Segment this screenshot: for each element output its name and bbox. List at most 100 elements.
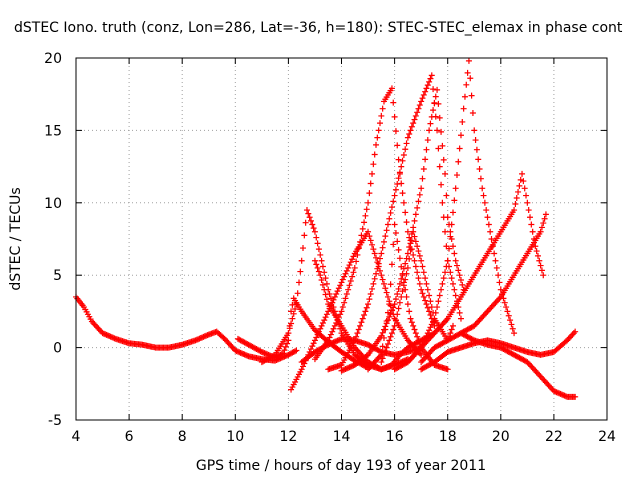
data-point bbox=[392, 317, 399, 324]
data-point bbox=[484, 214, 491, 221]
y-tick-label: 20 bbox=[44, 51, 62, 67]
x-tick-label: 8 bbox=[178, 429, 187, 445]
data-point bbox=[497, 286, 504, 293]
data-point bbox=[394, 291, 401, 298]
data-point bbox=[396, 255, 403, 262]
data-point bbox=[426, 127, 433, 134]
data-point bbox=[346, 282, 353, 289]
data-point bbox=[298, 257, 305, 264]
data-point bbox=[318, 277, 325, 284]
data-point bbox=[503, 304, 510, 311]
data-point bbox=[383, 289, 390, 296]
data-point bbox=[434, 127, 441, 134]
y-tick-label: 10 bbox=[44, 196, 62, 212]
data-point bbox=[414, 109, 421, 116]
data-point bbox=[382, 233, 389, 240]
data-point bbox=[315, 328, 322, 335]
data-point bbox=[369, 285, 376, 292]
data-point bbox=[298, 366, 305, 373]
data-point bbox=[412, 238, 419, 245]
data-point bbox=[523, 192, 530, 199]
data-point bbox=[355, 245, 362, 252]
data-point bbox=[406, 255, 413, 262]
data-point bbox=[281, 347, 288, 354]
data-point bbox=[334, 317, 341, 324]
data-point bbox=[416, 191, 423, 198]
data-point bbox=[524, 199, 531, 206]
data-point bbox=[416, 280, 423, 287]
data-point bbox=[439, 199, 446, 206]
data-point bbox=[399, 157, 406, 164]
data-point bbox=[370, 246, 377, 253]
data-point bbox=[327, 331, 334, 338]
data-point bbox=[311, 228, 318, 235]
data-point bbox=[388, 330, 395, 337]
data-point bbox=[294, 290, 301, 297]
data-point bbox=[341, 273, 348, 280]
data-point bbox=[477, 175, 484, 182]
data-point bbox=[430, 318, 437, 325]
data-point bbox=[448, 326, 455, 333]
data-point bbox=[378, 359, 385, 366]
data-point bbox=[349, 256, 356, 263]
data-point bbox=[415, 198, 422, 205]
data-point bbox=[398, 275, 405, 282]
data-point bbox=[350, 269, 357, 276]
data-point bbox=[402, 260, 409, 267]
data-point bbox=[282, 343, 289, 350]
chart-title: dSTEC Iono. truth (conz, Lon=286, Lat=-3… bbox=[14, 20, 623, 36]
data-point bbox=[343, 267, 350, 274]
data-point bbox=[472, 137, 479, 144]
data-point bbox=[442, 228, 449, 235]
data-point bbox=[345, 286, 352, 293]
data-point bbox=[428, 113, 435, 120]
data-point bbox=[457, 277, 464, 284]
data-point bbox=[285, 337, 292, 344]
data-point bbox=[315, 268, 322, 275]
data-point bbox=[278, 351, 285, 358]
data-point bbox=[362, 212, 369, 219]
data-point bbox=[465, 57, 472, 64]
data-point bbox=[428, 321, 435, 328]
data-point bbox=[319, 319, 326, 326]
data-point bbox=[529, 228, 536, 235]
data-point bbox=[542, 211, 549, 218]
data-point bbox=[513, 194, 520, 201]
data-point bbox=[318, 322, 325, 329]
data-point bbox=[288, 320, 295, 327]
data-point bbox=[540, 272, 547, 279]
data-point bbox=[386, 215, 393, 222]
data-point bbox=[411, 233, 418, 240]
data-series-7 bbox=[311, 85, 438, 363]
data-point bbox=[418, 286, 425, 293]
data-point bbox=[379, 343, 386, 350]
data-point bbox=[438, 286, 445, 293]
data-point bbox=[406, 234, 413, 241]
x-tick-label: 12 bbox=[279, 429, 297, 445]
data-point bbox=[301, 232, 308, 239]
data-point bbox=[366, 190, 373, 197]
data-point bbox=[451, 197, 458, 204]
data-point bbox=[517, 176, 524, 183]
data-point bbox=[289, 315, 296, 322]
data-point bbox=[335, 314, 342, 321]
data-point bbox=[403, 270, 410, 277]
data-point bbox=[431, 315, 438, 322]
data-point bbox=[365, 228, 372, 235]
data-point bbox=[394, 142, 401, 149]
data-point bbox=[305, 210, 312, 217]
data-point bbox=[572, 328, 579, 335]
data-point bbox=[483, 207, 490, 214]
data-point bbox=[418, 98, 425, 105]
data-point bbox=[439, 142, 446, 149]
data-point bbox=[376, 348, 383, 355]
data-point bbox=[452, 185, 459, 192]
data-point bbox=[447, 233, 454, 240]
data-point bbox=[382, 326, 389, 333]
data-point bbox=[538, 224, 545, 231]
data-point bbox=[400, 282, 407, 289]
data-point bbox=[492, 257, 499, 264]
data-point bbox=[387, 281, 394, 288]
data-point bbox=[330, 296, 337, 303]
